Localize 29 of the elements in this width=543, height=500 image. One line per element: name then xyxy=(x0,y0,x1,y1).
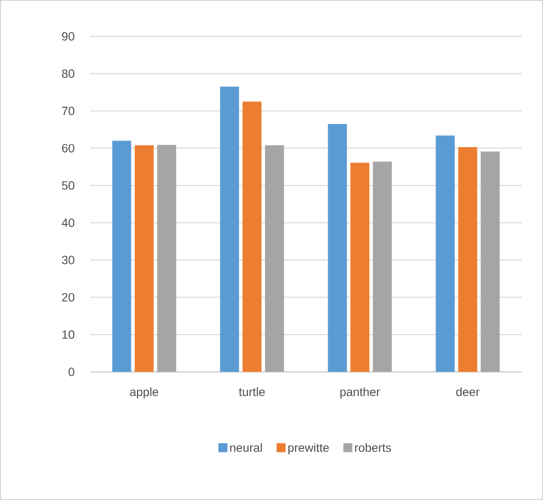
bar xyxy=(112,140,132,372)
bar xyxy=(350,162,370,372)
bar xyxy=(458,147,478,372)
y-tick-label: 60 xyxy=(62,144,74,152)
y-tick-label: 80 xyxy=(62,69,74,78)
x-tick-label: deer xyxy=(456,387,480,396)
bar xyxy=(480,152,500,372)
x-tick-label: turtle xyxy=(238,387,265,396)
y-tick-label: 10 xyxy=(62,330,74,339)
bar xyxy=(265,145,284,372)
x-tick-label: apple xyxy=(130,387,158,398)
legend-label: neural xyxy=(230,443,262,452)
bar xyxy=(372,162,392,372)
y-tick-label: 50 xyxy=(62,181,74,190)
x-tick-label: panther xyxy=(340,387,380,398)
y-tick-label: 90 xyxy=(62,32,74,41)
bar xyxy=(242,102,262,372)
y-tick-label: 70 xyxy=(62,106,74,116)
bar xyxy=(157,144,176,372)
y-tick-label: 0 xyxy=(68,368,74,376)
y-tick-label: 40 xyxy=(62,218,74,227)
y-tick-label: 30 xyxy=(62,256,74,264)
bar xyxy=(436,135,455,372)
legend-label: prewitte xyxy=(288,443,329,454)
bar xyxy=(328,124,347,372)
legend-label: roberts xyxy=(355,443,392,452)
bar xyxy=(220,86,240,372)
bar xyxy=(134,145,154,372)
y-tick-label: 20 xyxy=(62,293,74,302)
